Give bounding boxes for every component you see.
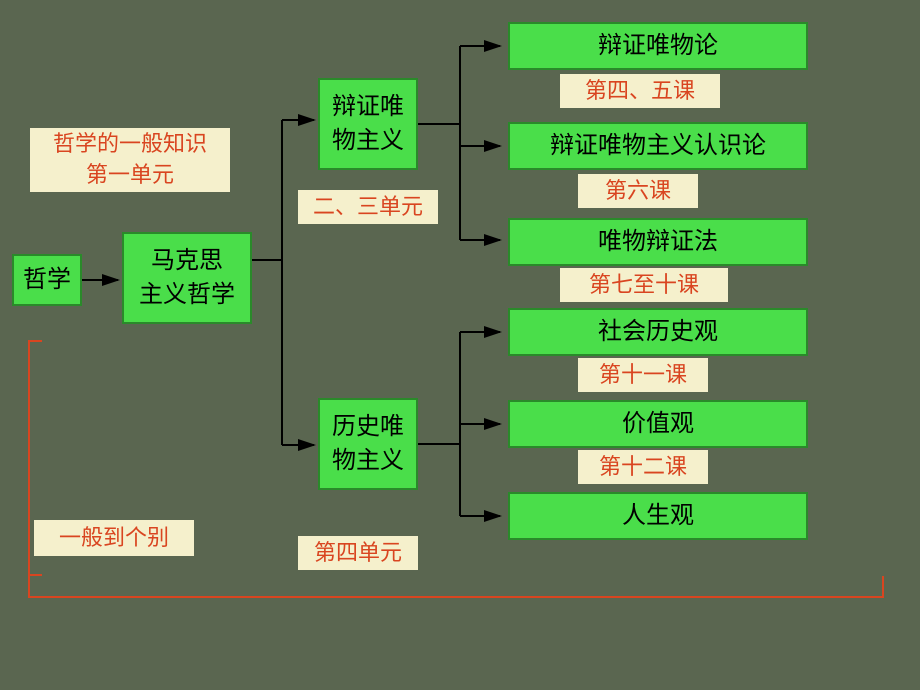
label-unit4: 第四单元 xyxy=(298,536,418,570)
node-dialectical-materialism: 辩证唯 物主义 xyxy=(318,78,418,170)
label-general-to-specific: 一般到个别 xyxy=(34,520,194,556)
node-historical-materialism: 历史唯 物主义 xyxy=(318,398,418,490)
label-lesson11: 第十一课 xyxy=(578,358,708,392)
bracket-bottom xyxy=(28,576,884,598)
label-intro: 哲学的一般知识 第一单元 xyxy=(30,128,230,192)
node-leaf-2: 辩证唯物主义认识论 xyxy=(508,122,808,170)
node-leaf-4: 社会历史观 xyxy=(508,308,808,356)
label-lesson12: 第十二课 xyxy=(578,450,708,484)
node-root: 哲学 xyxy=(12,254,82,306)
label-lesson710: 第七至十课 xyxy=(560,268,728,302)
label-lesson6: 第六课 xyxy=(578,174,698,208)
node-leaf-5: 价值观 xyxy=(508,400,808,448)
label-unit23: 二、三单元 xyxy=(298,190,438,224)
node-marxism: 马克思 主义哲学 xyxy=(122,232,252,324)
label-lesson45: 第四、五课 xyxy=(560,74,720,108)
bracket-left xyxy=(28,340,42,576)
node-leaf-6: 人生观 xyxy=(508,492,808,540)
node-leaf-3: 唯物辩证法 xyxy=(508,218,808,266)
node-leaf-1: 辩证唯物论 xyxy=(508,22,808,70)
